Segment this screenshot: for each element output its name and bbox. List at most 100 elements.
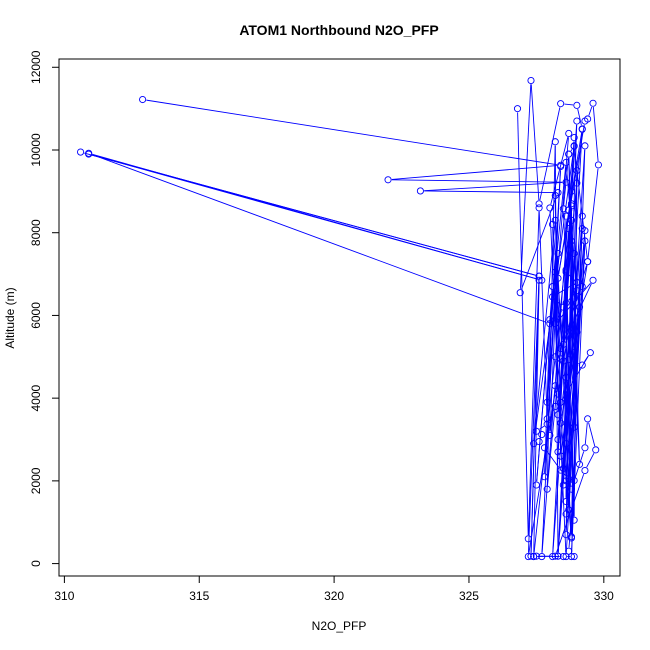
data-series	[77, 134, 592, 539]
data-point	[567, 534, 576, 542]
series-segment	[424, 190, 555, 193]
data-point	[77, 148, 85, 156]
data-point	[562, 531, 570, 539]
data-point	[540, 444, 549, 452]
data-point	[567, 553, 576, 561]
series-segment	[533, 224, 556, 440]
data-point	[589, 99, 597, 107]
data-point	[85, 149, 93, 157]
data-point	[524, 553, 532, 561]
data-point	[551, 382, 559, 390]
data-point	[567, 200, 576, 208]
series-segment	[592, 107, 599, 162]
data-point	[559, 481, 567, 489]
data-point	[567, 216, 576, 224]
data-point	[554, 411, 562, 419]
data-point	[543, 485, 551, 493]
series-segment	[146, 99, 557, 166]
series-segment	[577, 108, 582, 126]
series-segment	[549, 166, 567, 320]
data-point	[538, 430, 546, 439]
series-segment	[587, 168, 599, 258]
series-segment	[519, 84, 532, 289]
series-segment	[521, 195, 558, 290]
series-segment	[536, 323, 551, 482]
data-point	[549, 282, 557, 291]
y-tick-label: 4000	[29, 384, 43, 411]
data-point	[573, 328, 581, 336]
series-segment	[92, 154, 547, 323]
series-segment	[424, 182, 563, 192]
data-point	[570, 423, 578, 431]
data-point	[532, 427, 540, 435]
data-point	[570, 516, 578, 524]
data-point	[546, 431, 554, 439]
series-segment	[546, 450, 559, 468]
data-point	[586, 349, 594, 357]
data-point	[570, 249, 578, 257]
data-series	[139, 76, 602, 561]
data-point	[594, 161, 602, 169]
data-point	[527, 552, 535, 560]
series-segment	[570, 149, 573, 152]
data-point	[557, 419, 565, 427]
data-point	[540, 473, 549, 481]
data-point	[565, 506, 573, 514]
series-segment	[563, 310, 580, 465]
series-segment	[588, 422, 596, 447]
series-segment	[92, 153, 539, 280]
data-point	[562, 266, 570, 274]
data-point	[139, 95, 147, 104]
series-segment	[527, 211, 540, 535]
data-point	[554, 435, 562, 444]
data-point	[551, 138, 559, 146]
data-point	[516, 289, 524, 297]
data-point	[562, 158, 570, 166]
data-point	[562, 498, 570, 506]
series-segment	[549, 389, 556, 432]
series-segment	[584, 422, 588, 445]
data-point	[581, 227, 589, 235]
data-point	[562, 299, 570, 307]
series-segment	[565, 310, 580, 531]
data-point	[581, 142, 589, 150]
data-point	[581, 466, 589, 475]
series-segment	[549, 257, 559, 432]
x-tick-label: 330	[594, 589, 614, 603]
y-tick-label: 12000	[29, 50, 43, 84]
data-point	[578, 125, 586, 133]
data-point	[559, 357, 567, 365]
data-point	[584, 415, 592, 423]
data-point	[554, 552, 562, 560]
data-point	[562, 212, 570, 220]
data-point	[578, 282, 586, 291]
data-point	[384, 176, 392, 184]
data-point	[565, 225, 573, 233]
data-point	[573, 278, 581, 286]
data-point	[524, 535, 532, 543]
x-tick-label: 310	[54, 589, 74, 603]
series-segment	[539, 107, 561, 201]
data-point	[575, 303, 584, 311]
data-point	[532, 552, 540, 560]
data-point	[551, 552, 559, 560]
series-segment	[533, 149, 575, 440]
data-point	[554, 249, 562, 257]
data-point	[570, 349, 578, 357]
data-point	[549, 553, 557, 561]
series-segment	[564, 103, 574, 106]
data-point	[557, 452, 565, 460]
x-axis: 310 315 320 325 330	[54, 575, 614, 603]
data-point	[584, 115, 592, 123]
series-segment	[538, 211, 548, 416]
data-point	[551, 191, 559, 200]
data-point	[513, 105, 522, 113]
data-point	[559, 205, 567, 213]
data-point	[527, 76, 535, 85]
data-point	[557, 162, 565, 171]
y-axis: 0 2000 4000 6000 8000 10000 12000	[29, 50, 60, 567]
data-point	[573, 101, 581, 109]
series-segment	[568, 244, 572, 507]
y-tick-label: 6000	[29, 302, 43, 329]
